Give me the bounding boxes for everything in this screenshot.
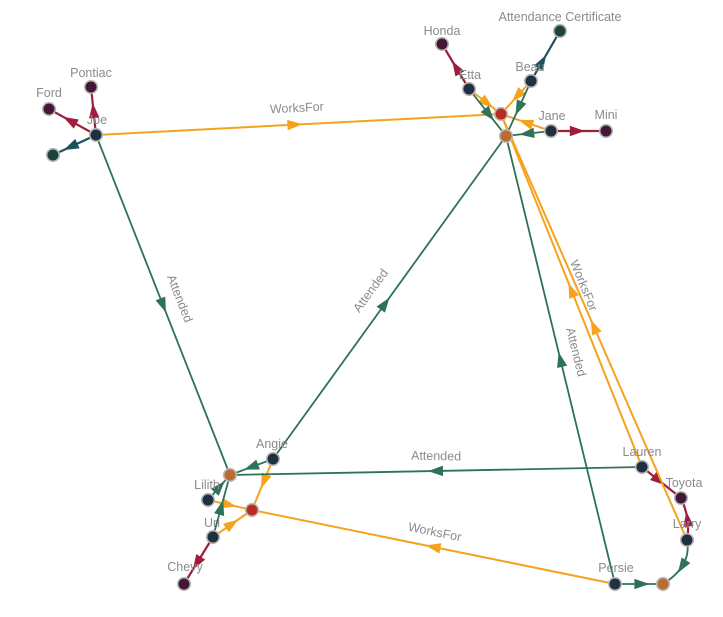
- nodes-layer: [41, 23, 695, 592]
- node-label-pontiac: Pontiac: [70, 66, 112, 80]
- arrowhead-icon: [683, 511, 694, 528]
- node-lauren[interactable]: [634, 459, 650, 475]
- arrowhead-icon: [569, 125, 585, 137]
- arrowhead-icon: [534, 55, 547, 71]
- arrowhead-icon: [287, 119, 303, 131]
- arrowhead-icon: [515, 99, 527, 116]
- node-label-chevy: Chevy: [167, 560, 203, 574]
- arrowhead-icon: [557, 352, 568, 369]
- labels-layer: WorksForWorksForWorksForAttendedAttended…: [36, 10, 702, 575]
- node-event3[interactable]: [655, 576, 671, 592]
- node-label-jane: Jane: [538, 109, 565, 123]
- arrowhead-icon: [220, 498, 237, 509]
- node-larry[interactable]: [679, 532, 695, 548]
- node-label-angie: Angie: [256, 437, 288, 451]
- arrowhead-icon: [518, 119, 535, 130]
- arrowhead-icon: [452, 60, 465, 77]
- arrowhead-icon: [519, 127, 535, 139]
- arrowhead-icon: [428, 465, 444, 477]
- edge-label-joe-event2: Attended: [164, 273, 195, 325]
- node-ford[interactable]: [41, 101, 57, 117]
- arrowhead-icon: [155, 296, 166, 313]
- arrowhead-icon: [223, 519, 239, 533]
- node-event2[interactable]: [222, 467, 238, 483]
- node-uri[interactable]: [205, 529, 221, 545]
- edge-label-persie-event1: Attended: [563, 326, 589, 378]
- node-label-attcert: Attendance Certificate: [499, 10, 622, 24]
- arrowhead-icon: [512, 87, 527, 102]
- node-chevy[interactable]: [176, 576, 192, 592]
- node-attcert[interactable]: [552, 23, 568, 39]
- arrowhead-icon: [89, 103, 100, 119]
- edge-label-persie-company2: WorksFor: [407, 520, 463, 544]
- node-joe[interactable]: [88, 127, 104, 143]
- node-label-ford: Ford: [36, 86, 62, 100]
- arrowhead-icon: [634, 578, 650, 590]
- node-toyota[interactable]: [673, 490, 689, 506]
- node-label-mini: Mini: [595, 108, 618, 122]
- arrowhead-icon: [63, 116, 79, 129]
- node-label-lauren: Lauren: [623, 445, 662, 459]
- arrowhead-icon: [568, 283, 579, 299]
- arrowhead-icon: [376, 297, 390, 313]
- node-mini[interactable]: [598, 123, 614, 139]
- node-label-lilith: Lilith: [194, 478, 220, 492]
- node-angie[interactable]: [265, 451, 281, 467]
- node-label-toyota: Toyota: [666, 476, 703, 490]
- node-etta[interactable]: [461, 81, 477, 97]
- edge-label-joe-company1: WorksFor: [269, 100, 324, 117]
- node-label-persie: Persie: [598, 561, 633, 575]
- arrowhead-icon: [478, 94, 494, 108]
- arrowhead-icon: [480, 105, 494, 121]
- arrowhead-icon: [210, 480, 225, 496]
- node-company1[interactable]: [493, 106, 509, 122]
- node-label-beau: Beau: [515, 60, 544, 74]
- edge-label-lauren-event2: Attended: [411, 449, 461, 464]
- arrowhead-icon: [425, 543, 442, 554]
- edges-layer: [48, 30, 694, 590]
- node-pontiac[interactable]: [83, 79, 99, 95]
- node-label-uri: Uri: [204, 516, 220, 530]
- node-label-larry: Larry: [673, 517, 702, 531]
- arrowhead-icon: [214, 500, 225, 516]
- node-lilith[interactable]: [200, 492, 216, 508]
- node-event1[interactable]: [498, 128, 514, 144]
- node-persie[interactable]: [607, 576, 623, 592]
- node-cert1[interactable]: [45, 147, 61, 163]
- node-jane[interactable]: [543, 123, 559, 139]
- node-beau[interactable]: [523, 73, 539, 89]
- node-label-joe: Joe: [87, 113, 107, 127]
- node-company2[interactable]: [244, 502, 260, 518]
- node-label-etta: Etta: [459, 68, 481, 82]
- node-honda[interactable]: [434, 36, 450, 52]
- arrowhead-icon: [244, 459, 260, 470]
- node-label-honda: Honda: [424, 24, 461, 38]
- arrowhead-icon: [677, 557, 691, 573]
- arrowhead-icon: [260, 472, 272, 489]
- arrowhead-icon: [63, 138, 80, 150]
- arrowhead-icon: [590, 319, 602, 336]
- arrowhead-icon: [192, 554, 206, 570]
